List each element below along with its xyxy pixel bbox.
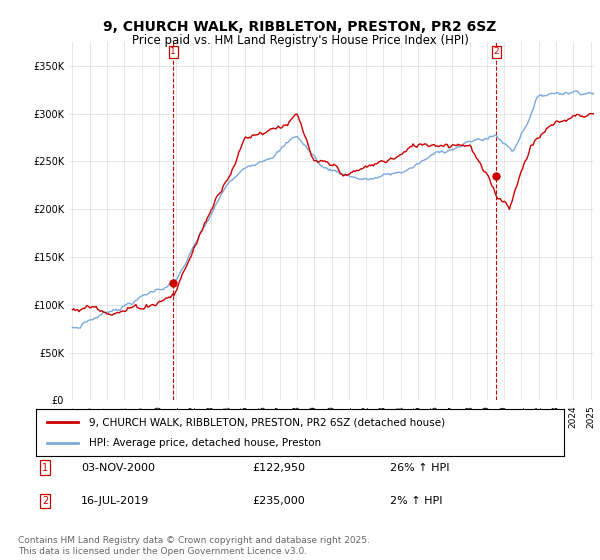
Text: 2: 2 (42, 496, 48, 506)
Text: 1: 1 (42, 463, 48, 473)
Text: 2% ↑ HPI: 2% ↑ HPI (390, 496, 443, 506)
Text: £235,000: £235,000 (252, 496, 305, 506)
Text: 03-NOV-2000: 03-NOV-2000 (81, 463, 155, 473)
Text: Price paid vs. HM Land Registry's House Price Index (HPI): Price paid vs. HM Land Registry's House … (131, 34, 469, 46)
Text: Contains HM Land Registry data © Crown copyright and database right 2025.
This d: Contains HM Land Registry data © Crown c… (18, 536, 370, 556)
Text: 9, CHURCH WALK, RIBBLETON, PRESTON, PR2 6SZ: 9, CHURCH WALK, RIBBLETON, PRESTON, PR2 … (103, 20, 497, 34)
Text: 1: 1 (170, 48, 176, 57)
Text: 16-JUL-2019: 16-JUL-2019 (81, 496, 149, 506)
Text: HPI: Average price, detached house, Preston: HPI: Average price, detached house, Pres… (89, 438, 321, 448)
Text: 26% ↑ HPI: 26% ↑ HPI (390, 463, 449, 473)
Text: 9, CHURCH WALK, RIBBLETON, PRESTON, PR2 6SZ (detached house): 9, CHURCH WALK, RIBBLETON, PRESTON, PR2 … (89, 417, 445, 427)
Text: 2: 2 (493, 48, 499, 57)
Text: £122,950: £122,950 (252, 463, 305, 473)
